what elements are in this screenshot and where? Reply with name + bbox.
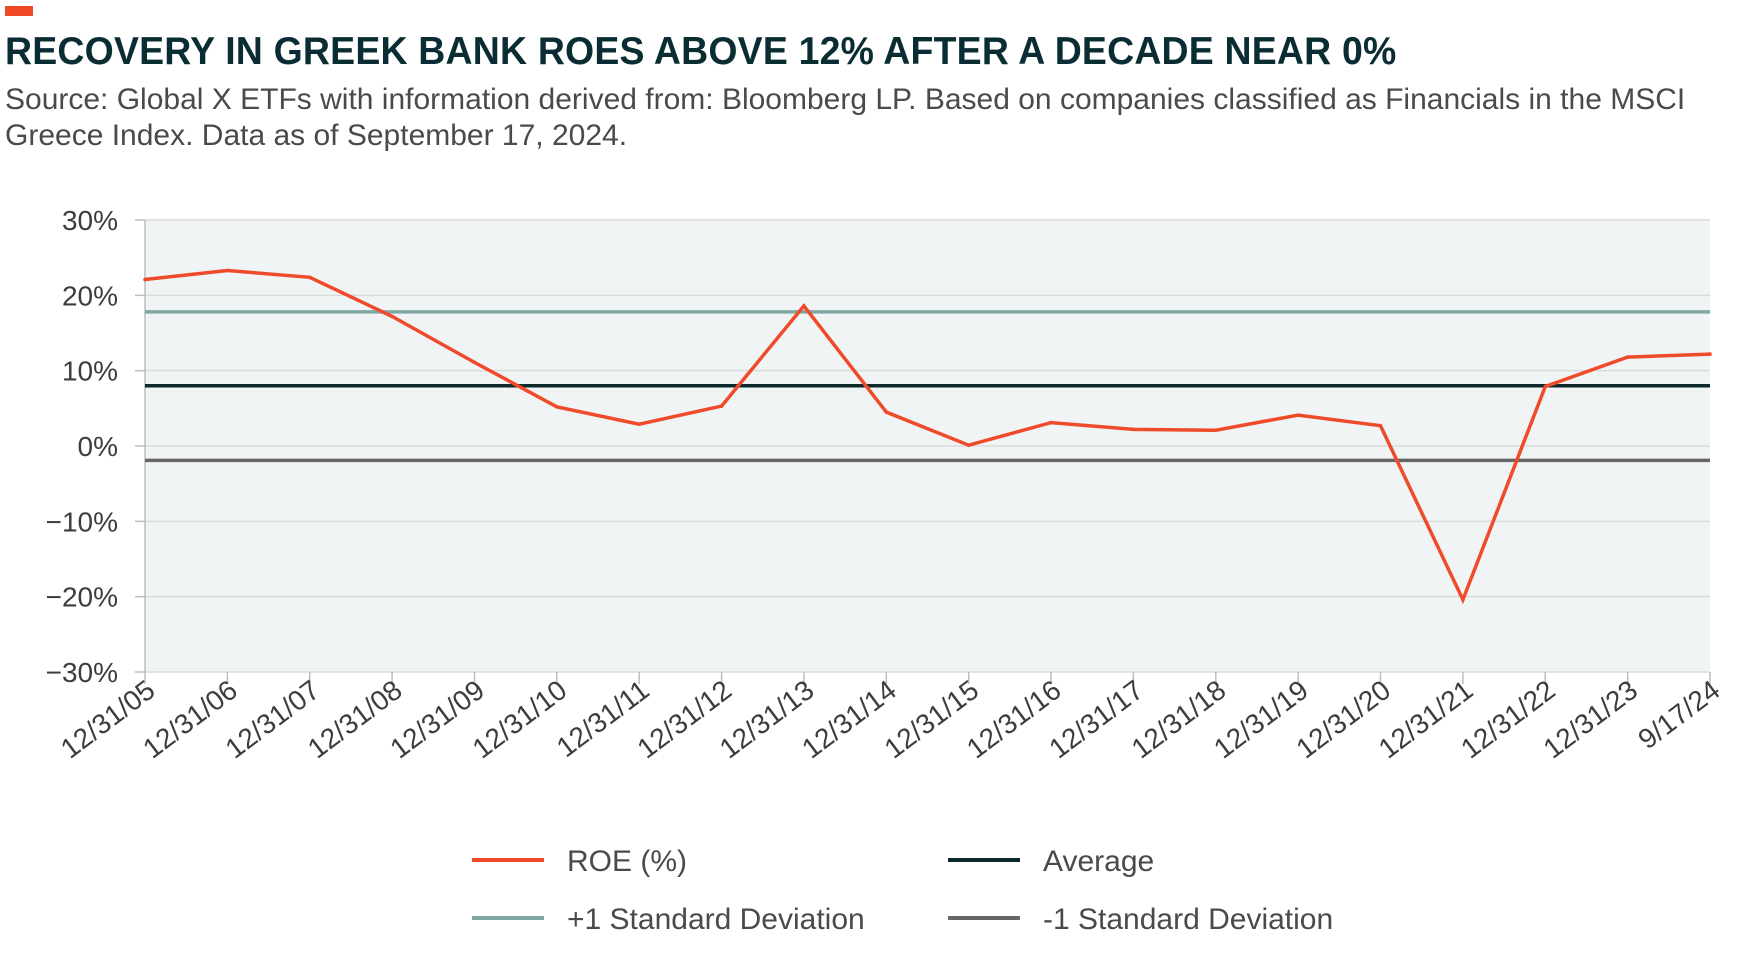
roe-data-point bbox=[1461, 597, 1465, 602]
roe-series-line bbox=[144, 268, 1711, 605]
x-tick-label: 12/31/23 bbox=[1538, 674, 1644, 764]
roe-data-point bbox=[390, 314, 394, 319]
accent-bar bbox=[5, 6, 33, 16]
roe-data-point bbox=[1378, 423, 1383, 428]
roe-data-point bbox=[1625, 355, 1630, 359]
roe-data-point bbox=[472, 360, 477, 365]
y-tick-label: 20% bbox=[62, 280, 118, 311]
chart-title: RECOVERY IN GREEK BANK ROES ABOVE 12% AF… bbox=[5, 30, 1397, 73]
roe-data-point bbox=[884, 410, 889, 414]
roe-data-point bbox=[719, 404, 724, 408]
roe-data-point bbox=[555, 405, 559, 409]
roe-data-point bbox=[1131, 427, 1136, 432]
roe-data-point bbox=[1296, 413, 1300, 417]
roe-data-point bbox=[1213, 428, 1218, 432]
x-tick-label: 12/31/10 bbox=[467, 674, 573, 764]
x-tick-label: 9/17/24 bbox=[1632, 674, 1725, 755]
roe-data-point bbox=[966, 443, 971, 448]
roe-data-point bbox=[802, 304, 806, 308]
roe-data-point bbox=[637, 422, 642, 426]
chart-subtitle: Source: Global X ETFs with information d… bbox=[5, 83, 1686, 152]
legend-average-label: Average bbox=[1043, 845, 1154, 878]
y-tick-label: 0% bbox=[78, 431, 118, 462]
roe-data-point bbox=[1543, 384, 1548, 389]
roe-data-point bbox=[143, 277, 147, 282]
y-tick-label: −20% bbox=[46, 582, 118, 613]
legend-plus-sd-label: +1 Standard Deviation bbox=[567, 903, 865, 936]
y-tick-label: −10% bbox=[46, 506, 118, 537]
roe-data-point bbox=[1049, 420, 1053, 425]
y-tick-label: 30% bbox=[62, 205, 118, 236]
legend-minus-sd-label: -1 Standard Deviation bbox=[1043, 903, 1333, 936]
roe-data-point bbox=[307, 275, 312, 280]
legend-roe-label: ROE (%) bbox=[567, 845, 687, 878]
roe-data-point bbox=[1708, 352, 1712, 356]
y-tick-label: −30% bbox=[46, 657, 118, 688]
y-tick-label: 10% bbox=[62, 356, 118, 387]
roe-data-point bbox=[225, 268, 230, 273]
